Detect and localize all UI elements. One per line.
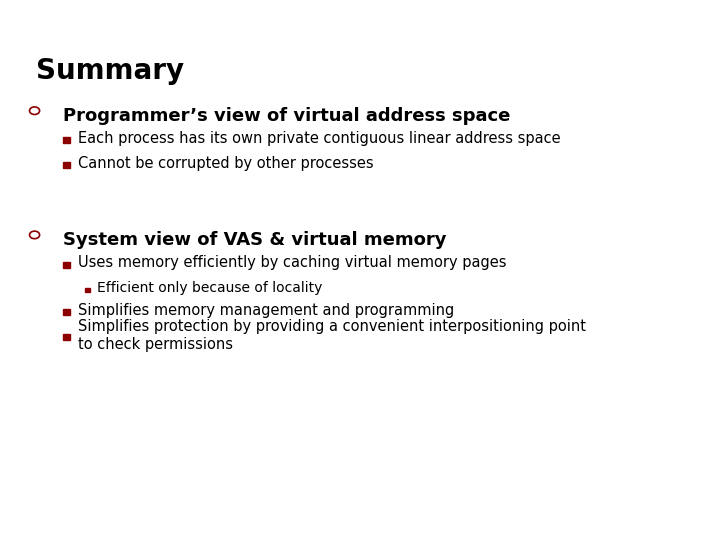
Text: Summary: Summary xyxy=(36,57,184,85)
Text: Simplifies memory management and programming: Simplifies memory management and program… xyxy=(78,303,454,318)
Text: Programmer’s view of virtual address space: Programmer’s view of virtual address spa… xyxy=(63,107,510,125)
Text: System view of VAS & virtual memory: System view of VAS & virtual memory xyxy=(63,231,447,249)
Text: Simplifies protection by providing a convenient interpositioning point
to check : Simplifies protection by providing a con… xyxy=(78,319,586,352)
Text: Each process has its own private contiguous linear address space: Each process has its own private contigu… xyxy=(78,131,560,146)
Text: Cannot be corrupted by other processes: Cannot be corrupted by other processes xyxy=(78,156,374,171)
Text: Uses memory efficiently by caching virtual memory pages: Uses memory efficiently by caching virtu… xyxy=(78,255,506,271)
Text: Efficient only because of locality: Efficient only because of locality xyxy=(97,281,323,295)
